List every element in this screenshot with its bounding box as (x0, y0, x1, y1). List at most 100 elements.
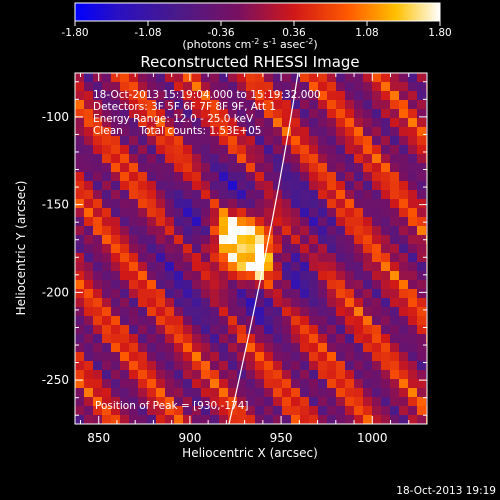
image-pixel (246, 388, 256, 398)
image-pixel (399, 316, 409, 326)
image-pixel (93, 388, 103, 398)
image-pixel (246, 73, 256, 83)
image-pixel (219, 181, 229, 191)
image-pixel (219, 343, 229, 353)
image-pixel (417, 406, 427, 416)
image-pixel (174, 100, 184, 110)
image-pixel (129, 163, 139, 173)
image-pixel (147, 406, 157, 416)
image-pixel (129, 73, 139, 83)
image-pixel (390, 280, 400, 290)
image-pixel (264, 163, 274, 173)
image-pixel (93, 316, 103, 326)
image-pixel (111, 199, 121, 209)
image-pixel (255, 217, 265, 227)
image-pixel (336, 136, 346, 146)
image-pixel (273, 271, 283, 281)
image-pixel (264, 352, 274, 362)
image-pixel (363, 145, 373, 155)
image-pixel (354, 388, 364, 398)
image-pixel (354, 379, 364, 389)
image-pixel (102, 91, 112, 101)
image-pixel (75, 271, 85, 281)
image-pixel (408, 352, 418, 362)
image-pixel (75, 136, 85, 146)
image-pixel (165, 307, 175, 317)
image-pixel (111, 388, 121, 398)
image-pixel (363, 271, 373, 281)
image-pixel (381, 370, 391, 380)
image-pixel (417, 397, 427, 407)
image-pixel (327, 379, 337, 389)
image-pixel (327, 397, 337, 407)
image-pixel (417, 244, 427, 254)
image-pixel (354, 181, 364, 191)
image-pixel (300, 127, 310, 137)
image-pixel (93, 118, 103, 128)
image-pixel (138, 217, 148, 227)
image-pixel (165, 190, 175, 200)
image-pixel (336, 361, 346, 371)
image-pixel (399, 145, 409, 155)
image-pixel (390, 181, 400, 191)
image-pixel (336, 316, 346, 326)
image-pixel (417, 361, 427, 371)
image-pixel (147, 118, 157, 128)
image-pixel (381, 127, 391, 137)
image-pixel (390, 235, 400, 245)
image-pixel (246, 343, 256, 353)
image-pixel (327, 253, 337, 263)
image-pixel (381, 145, 391, 155)
image-pixel (381, 271, 391, 281)
image-pixel (282, 415, 292, 424)
image-pixel (282, 91, 292, 101)
image-pixel (390, 352, 400, 362)
image-pixel (147, 379, 157, 389)
image-pixel (291, 361, 301, 371)
image-pixel (84, 172, 94, 182)
image-pixel (363, 181, 373, 191)
image-pixel (192, 145, 202, 155)
image-pixel (129, 145, 139, 155)
image-pixel (102, 289, 112, 299)
image-pixel (147, 109, 157, 119)
image-pixel (183, 154, 193, 164)
image-pixel (282, 118, 292, 128)
image-pixel (390, 289, 400, 299)
image-pixel (309, 109, 319, 119)
image-pixel (183, 406, 193, 416)
image-pixel (264, 406, 274, 416)
image-pixel (336, 217, 346, 227)
image-pixel (102, 316, 112, 326)
image-pixel (201, 325, 211, 335)
image-pixel (138, 370, 148, 380)
image-pixel (291, 298, 301, 308)
image-pixel (129, 172, 139, 182)
image-pixel (138, 361, 148, 371)
colorbar: -1.80 -1.08 -0.36 0.36 1.08 1.80 (photons cm-… (61, 2, 452, 51)
image-pixel (192, 271, 202, 281)
image-pixel (300, 154, 310, 164)
image-pixel (183, 397, 193, 407)
image-pixel (291, 289, 301, 299)
image-pixel (201, 370, 211, 380)
image-pixel (372, 370, 382, 380)
image-pixel (237, 82, 247, 92)
image-pixel (93, 379, 103, 389)
image-pixel (390, 397, 400, 407)
image-pixel (156, 82, 166, 92)
image-pixel (84, 100, 94, 110)
image-pixel (156, 343, 166, 353)
image-pixel (336, 271, 346, 281)
image-pixel (264, 145, 274, 155)
image-pixel (120, 298, 130, 308)
image-pixel (345, 235, 355, 245)
image-pixel (399, 325, 409, 335)
image-pixel (390, 325, 400, 335)
image-pixel (336, 181, 346, 191)
image-pixel (219, 379, 229, 389)
image-pixel (174, 361, 184, 371)
image-pixel (327, 388, 337, 398)
image-pixel (156, 262, 166, 272)
image-pixel (129, 199, 139, 209)
